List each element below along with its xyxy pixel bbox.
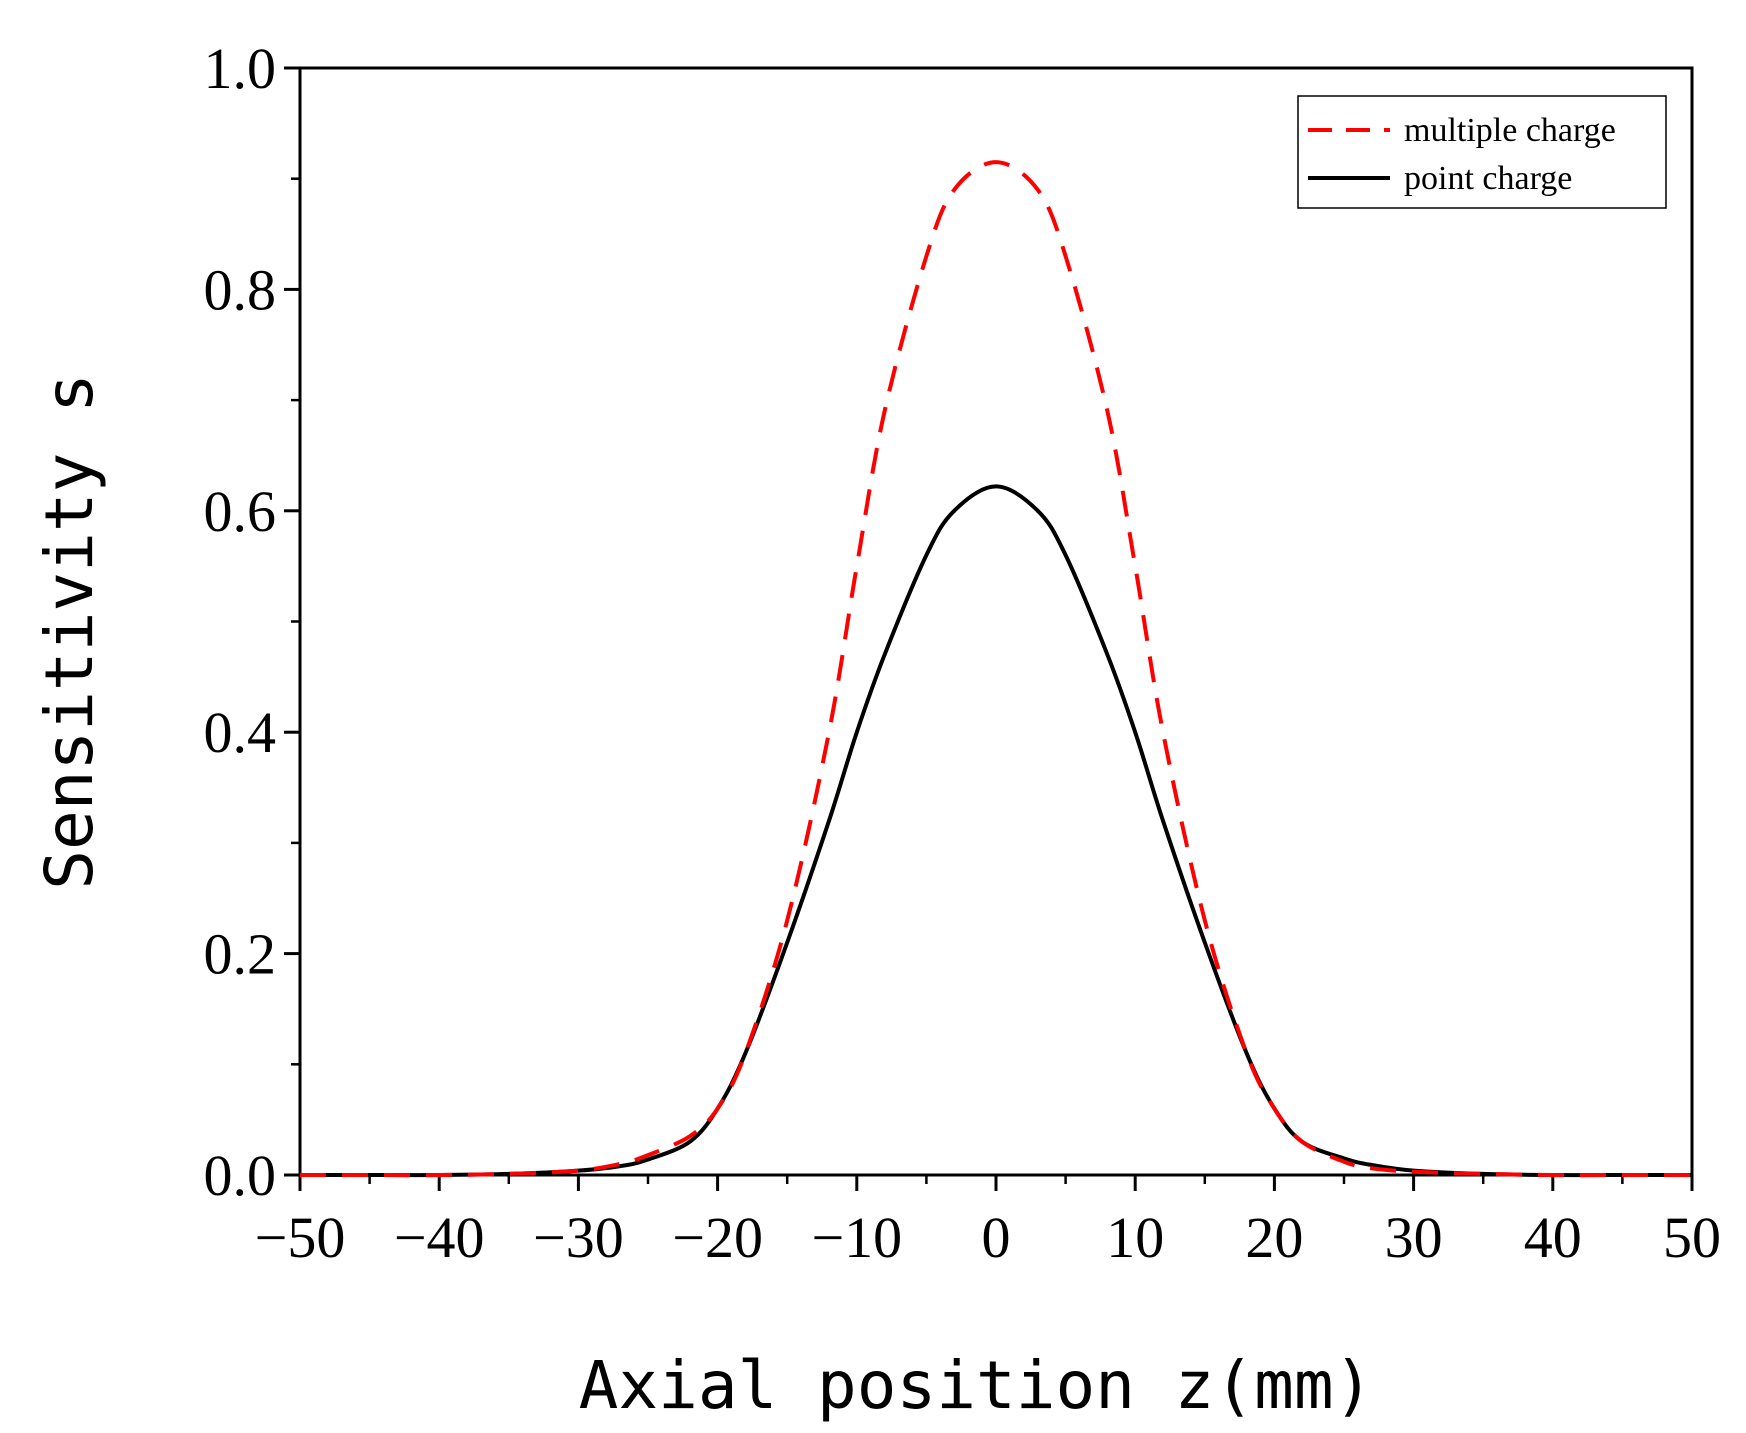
x-tick-label: −10 <box>811 1205 902 1270</box>
x-tick-label: 0 <box>982 1205 1011 1270</box>
series-layer <box>300 160 1692 1178</box>
series-line-multiple-charge <box>300 160 1692 1178</box>
y-tick-label: 0.2 <box>204 922 277 987</box>
y-tick-label: 1.0 <box>204 36 277 101</box>
axes <box>284 66 1694 1191</box>
x-tick-label: −40 <box>394 1205 485 1270</box>
legend-box <box>1297 95 1667 209</box>
x-axis-title: Axial position z(mm) <box>579 1347 1374 1424</box>
x-tick-label: −30 <box>533 1205 624 1270</box>
series-line-point-charge <box>300 484 1692 1178</box>
y-tick-label: 0.4 <box>204 700 277 765</box>
x-tick-label: −50 <box>255 1205 346 1270</box>
labels-layer: −50 −40 −30 −20 −10 0 10 20 30 40 50 0.0 0.2 0.4 0.6 0.… <box>31 36 1721 1424</box>
x-tick-label: −20 <box>672 1205 763 1270</box>
y-axis-title: Sensitivity s <box>31 373 108 890</box>
x-tick-label: 50 <box>1663 1205 1721 1270</box>
y-tick-label: 0.0 <box>204 1143 277 1208</box>
x-tick-label: 10 <box>1106 1205 1164 1270</box>
x-tick-label: 40 <box>1524 1205 1582 1270</box>
y-tick-label: 0.6 <box>204 479 277 544</box>
legend: multiple charge point charge <box>1297 95 1667 209</box>
legend-label: point charge <box>1404 160 1572 197</box>
legend-label: multiple charge <box>1404 112 1616 149</box>
y-tick-label: 0.8 <box>204 257 277 322</box>
x-tick-label: 20 <box>1245 1205 1303 1270</box>
x-tick-label: 30 <box>1385 1205 1443 1270</box>
